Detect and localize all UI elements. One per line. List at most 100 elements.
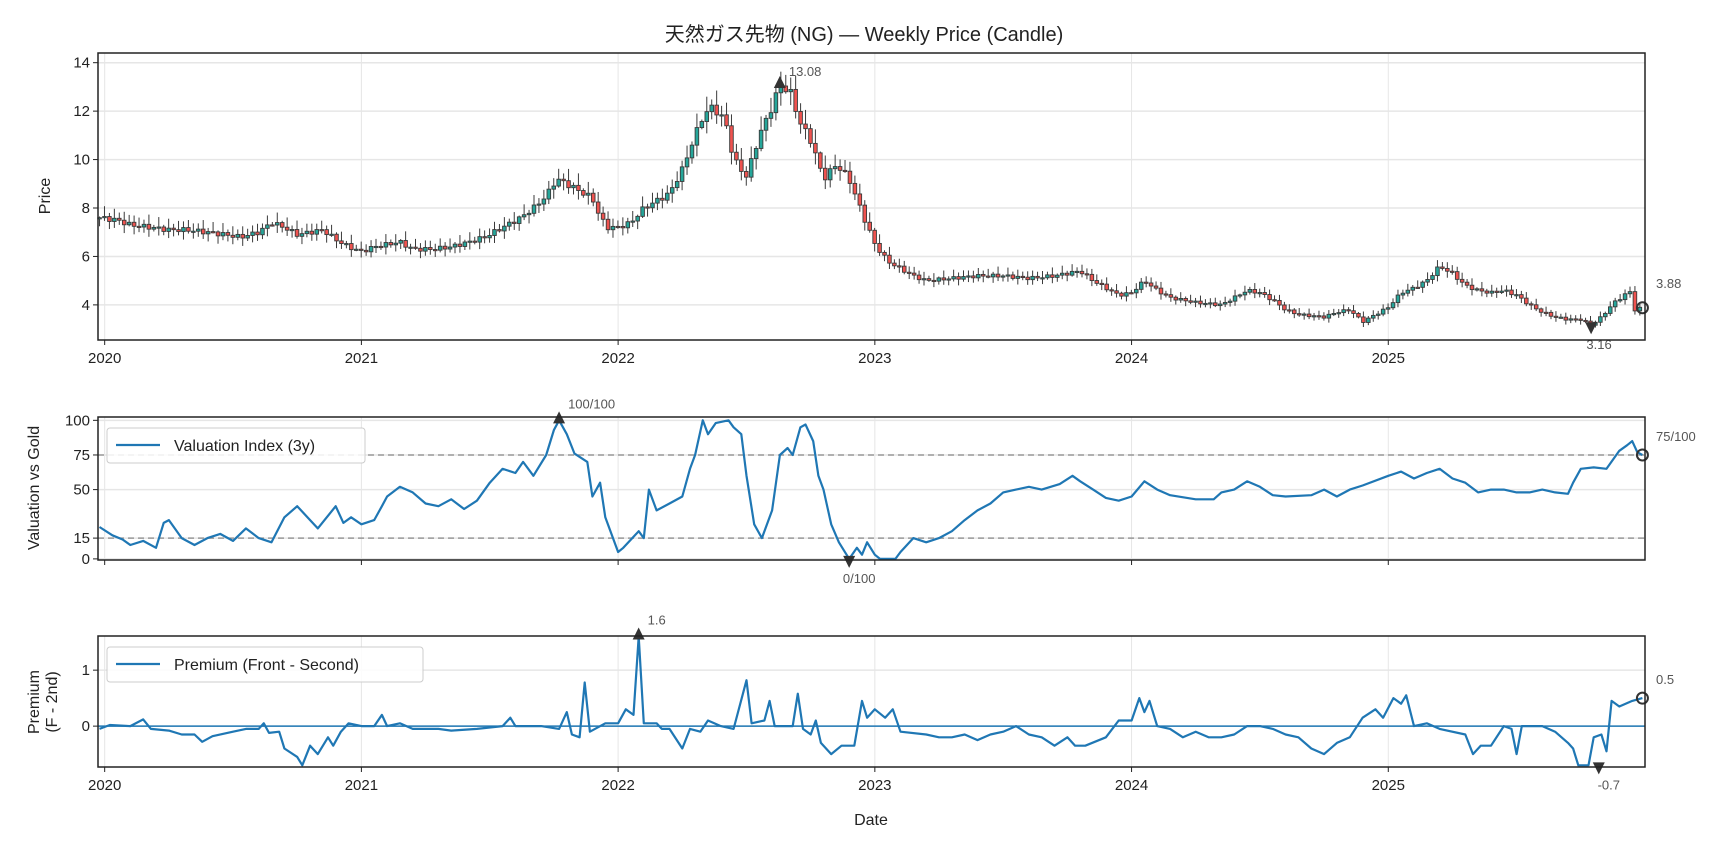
candle-up: [827, 168, 833, 181]
candle-down: [882, 251, 887, 256]
price-y-label: Price: [37, 178, 54, 215]
candle-down: [1538, 308, 1544, 313]
candle-up: [531, 204, 537, 214]
candle-down: [1099, 282, 1104, 285]
candle-up: [719, 114, 724, 117]
candle-up: [832, 166, 838, 170]
candle-down: [1153, 285, 1159, 289]
candle-down: [566, 180, 571, 189]
candle-up: [112, 217, 117, 222]
candle-down: [590, 192, 596, 203]
candle-down: [418, 247, 423, 252]
y-tick-label: 4: [82, 297, 90, 314]
candle-down: [902, 265, 907, 273]
y-tick-label: 0: [82, 551, 90, 568]
candle-up: [289, 229, 295, 232]
candle-up: [1000, 275, 1006, 278]
candle-down: [121, 219, 127, 226]
series-line: [99, 635, 1643, 767]
candle-down: [1089, 273, 1095, 282]
candle-down: [620, 226, 626, 229]
candle-down: [200, 228, 206, 235]
candle-up: [260, 227, 265, 236]
max-marker-triangle-icon: [773, 75, 786, 88]
candle-up: [1208, 302, 1213, 305]
min-annotation: 0/100: [843, 571, 876, 586]
candle-up: [1558, 316, 1564, 319]
candle-down: [1168, 294, 1174, 298]
max-annotation: 1.6: [648, 613, 666, 628]
candle-up: [437, 245, 443, 251]
candle-up: [1341, 309, 1346, 314]
candle-down: [931, 279, 937, 283]
candle-up: [1015, 275, 1021, 279]
candle-down: [176, 229, 181, 233]
candle-down: [734, 151, 739, 161]
x-tick-label: 2024: [1115, 777, 1148, 794]
y-tick-label: 0: [82, 718, 90, 735]
candle-up: [586, 192, 591, 196]
candle-down: [892, 262, 897, 267]
candle-up: [1568, 318, 1573, 321]
x-tick-label: 2020: [88, 777, 121, 794]
candle-down: [1469, 284, 1475, 291]
candle-up: [1336, 312, 1341, 315]
candle-down: [472, 240, 477, 243]
candle-up: [1430, 275, 1435, 280]
candle-down: [309, 230, 315, 235]
candle-down: [605, 218, 611, 231]
candle-down: [1114, 290, 1119, 294]
candle-down: [388, 242, 394, 246]
candle-up: [151, 226, 157, 230]
candle-down: [1509, 289, 1514, 296]
plot-frame: [97, 52, 1646, 341]
candle-up: [625, 221, 631, 229]
x-tick-label: 2021: [345, 350, 378, 367]
y-tick-label: 1: [82, 662, 90, 679]
candle-up: [753, 148, 759, 160]
candle-down: [1524, 297, 1529, 305]
candle-down: [995, 273, 1001, 278]
candle-up: [492, 229, 497, 236]
last-value-annotation: 75/100: [1656, 429, 1696, 444]
candle-down: [852, 182, 858, 195]
candle-up: [156, 226, 162, 229]
candle-up: [1331, 312, 1337, 316]
candle-down: [887, 254, 892, 264]
series-line: [98, 419, 1643, 561]
candle-up: [665, 192, 670, 201]
candle-down: [334, 233, 339, 242]
candle-down: [823, 167, 828, 181]
candle-up: [1622, 293, 1628, 301]
candle-up: [487, 235, 492, 239]
candle-down: [413, 246, 418, 249]
x-axis-label: Date: [854, 812, 888, 829]
candle-up: [1069, 270, 1075, 276]
x-tick-label: 2024: [1115, 350, 1148, 367]
candle-down: [1084, 273, 1090, 276]
candle-down: [270, 224, 275, 227]
candle-up: [502, 225, 507, 232]
candle-down: [255, 231, 260, 236]
candle-up: [220, 232, 226, 237]
candle-up: [758, 129, 764, 149]
candle-up: [1030, 275, 1035, 281]
candle-down: [511, 221, 517, 224]
candle-up: [507, 221, 512, 227]
plot-frame: [97, 416, 1646, 561]
candle-up: [393, 242, 399, 246]
candle-down: [739, 159, 744, 172]
candle-up: [191, 230, 196, 233]
candle-up: [102, 216, 107, 219]
candle-down: [1533, 304, 1539, 310]
candle-down: [1548, 311, 1554, 317]
candle-up: [1617, 299, 1623, 302]
candle-up: [250, 231, 255, 236]
candle-up: [521, 214, 527, 218]
candle-up: [748, 158, 754, 178]
candle-up: [551, 185, 556, 190]
candle-up: [709, 104, 714, 113]
candle-down: [1494, 290, 1499, 293]
candle-up: [1627, 291, 1633, 295]
